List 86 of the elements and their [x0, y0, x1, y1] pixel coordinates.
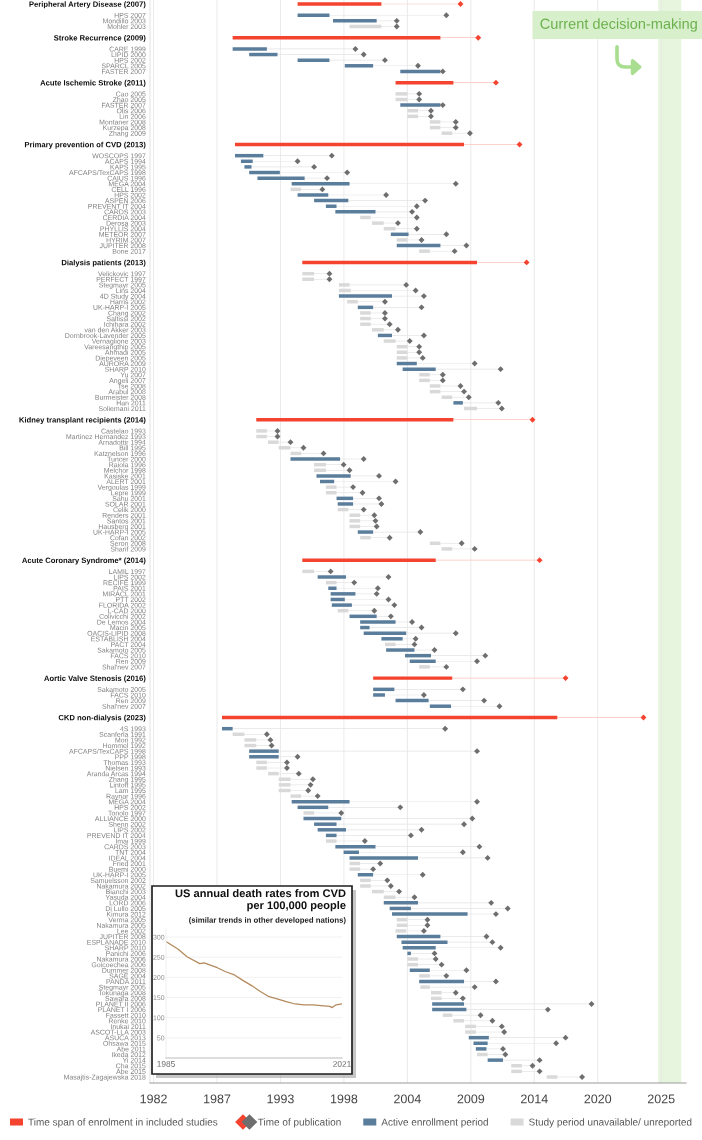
- bar: [401, 940, 448, 944]
- legend-label: Active enrollment period: [381, 1118, 488, 1128]
- bar: [316, 474, 351, 478]
- bar: [256, 766, 267, 770]
- bar: [432, 1002, 465, 1006]
- point: [516, 141, 523, 148]
- legend-label: Study period unavailable/ unreported: [529, 1118, 692, 1128]
- x-tick-label: 2025: [647, 1094, 675, 1104]
- bar: [317, 575, 346, 579]
- bar: [333, 19, 377, 23]
- band-label: Current decision-making: [540, 18, 697, 32]
- bar: [429, 120, 441, 124]
- chart-title: US annual death rates from CVD per 100,000 people: [175, 889, 346, 912]
- point: [529, 416, 536, 423]
- bar: [290, 794, 302, 798]
- bar: [335, 210, 376, 214]
- point: [457, 1, 464, 7]
- bar: [407, 951, 411, 956]
- bar: [357, 530, 374, 534]
- bar: [429, 384, 441, 388]
- bar: [297, 58, 330, 62]
- bar: [381, 637, 403, 641]
- point: [475, 34, 482, 41]
- bar: [344, 64, 374, 68]
- bar: [453, 401, 463, 405]
- x-tick-label: 1987: [204, 1094, 231, 1104]
- bar: [487, 1058, 503, 1062]
- bar: [337, 502, 354, 506]
- x-tick-label: 1982: [140, 1094, 167, 1104]
- point: [536, 557, 543, 564]
- x-tick-label: 1985: [157, 1061, 175, 1067]
- bar: [386, 648, 415, 652]
- x-tick-label: 2021: [333, 1061, 351, 1067]
- bar: [302, 558, 436, 562]
- bar: [473, 1041, 488, 1046]
- bar: [371, 221, 384, 225]
- bar: [349, 856, 418, 860]
- bar: [297, 13, 330, 17]
- bar: [546, 1075, 558, 1079]
- bar: [325, 204, 337, 208]
- bar: [314, 822, 337, 826]
- x-tick-label: 1998: [330, 1094, 358, 1104]
- x-tick-label: 2009: [457, 1094, 485, 1104]
- bar: [396, 356, 408, 360]
- bar: [395, 929, 407, 933]
- bar: [330, 592, 356, 596]
- bar: [419, 665, 430, 669]
- bar: [257, 176, 305, 180]
- bar: [420, 985, 430, 989]
- bar: [383, 901, 418, 905]
- bar: [290, 457, 341, 461]
- x-tick-label: 1993: [267, 1094, 294, 1104]
- bar: [392, 912, 468, 916]
- bar: [249, 749, 279, 753]
- legend-label: Time of publication: [257, 1118, 341, 1128]
- bar: [297, 2, 382, 6]
- x-tick-label: 2014: [521, 1094, 548, 1104]
- x-tick-label: 2004: [394, 1094, 421, 1104]
- bar: [360, 620, 396, 624]
- bar: [338, 294, 393, 298]
- legend-label: Time span of enrolment in included studies: [28, 1118, 218, 1128]
- bar: [396, 238, 408, 242]
- bar: [419, 974, 430, 978]
- bar: [475, 1047, 487, 1051]
- bar: [360, 884, 371, 888]
- bar: [402, 946, 436, 950]
- line-series: [166, 940, 342, 1009]
- bar: [331, 603, 352, 607]
- bar: [297, 193, 329, 197]
- bar: [373, 693, 385, 697]
- bar: [328, 586, 337, 590]
- bar: [407, 957, 418, 961]
- bar: [232, 47, 267, 51]
- bar: [249, 755, 279, 759]
- bar: [373, 676, 453, 680]
- x-tick-label: 2020: [584, 1094, 612, 1104]
- bar: [441, 547, 453, 551]
- bar: [325, 485, 337, 489]
- bar: [317, 828, 346, 832]
- bar: [244, 165, 252, 169]
- bar: [360, 625, 370, 630]
- bar: [402, 367, 436, 371]
- bar: [363, 631, 407, 635]
- bar: [429, 704, 452, 708]
- point: [492, 79, 499, 86]
- point: [562, 675, 569, 682]
